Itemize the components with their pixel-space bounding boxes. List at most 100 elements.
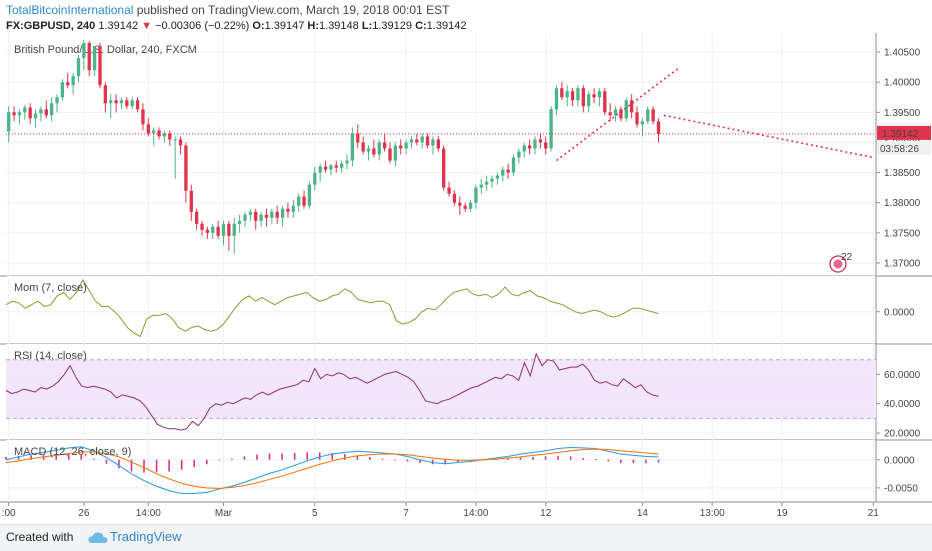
candle-body bbox=[436, 139, 440, 149]
candle-body bbox=[114, 100, 118, 104]
macd-signal-line bbox=[5, 448, 659, 489]
candle-body bbox=[549, 109, 553, 149]
pane-background bbox=[6, 440, 876, 502]
pane-background bbox=[6, 276, 876, 344]
price-tick-label: 1.40000 bbox=[884, 78, 921, 89]
candle-body bbox=[447, 187, 451, 194]
candle-body bbox=[474, 187, 478, 203]
candle-body bbox=[635, 112, 639, 125]
time-tick-label: 19 bbox=[776, 508, 788, 519]
candle-body bbox=[87, 43, 91, 71]
candle-body bbox=[66, 82, 70, 86]
last-price-tag bbox=[877, 125, 931, 140]
candle-body bbox=[23, 107, 27, 113]
candle-body bbox=[17, 112, 22, 116]
candle-body bbox=[55, 97, 59, 104]
high-label: H: bbox=[307, 20, 320, 32]
time-tick-label: 7 bbox=[403, 508, 409, 519]
macd-histogram-bar bbox=[544, 456, 547, 460]
publisher-link[interactable]: TotalBitcoinInternational bbox=[6, 3, 134, 17]
candle-body bbox=[576, 88, 580, 101]
candle-body bbox=[404, 142, 408, 149]
candle-body bbox=[71, 76, 75, 86]
macd-histogram-bar bbox=[406, 459, 409, 462]
macd-histogram-bar bbox=[193, 459, 196, 468]
macd-histogram-bar bbox=[180, 459, 183, 470]
candle-body bbox=[425, 136, 430, 146]
candle-body bbox=[452, 193, 457, 203]
macd-histogram-bar bbox=[17, 455, 20, 460]
events-badge-dot bbox=[833, 259, 843, 269]
candle-body bbox=[323, 166, 328, 170]
time-tick-label: 12 bbox=[540, 508, 552, 519]
candle-body bbox=[388, 148, 392, 161]
symbol-ohlc-bar: FX:GBPUSD, 240 1.39142 ▼ −0.00306 (−0.22… bbox=[6, 19, 466, 33]
candle-body bbox=[646, 109, 650, 122]
time-tick-label: 14:00 bbox=[136, 508, 161, 519]
candle-body bbox=[135, 100, 140, 110]
candle-body bbox=[592, 94, 596, 98]
countdown-tag bbox=[877, 140, 931, 155]
macd-histogram-bar bbox=[381, 458, 384, 460]
time-tick-label: 13:00 bbox=[700, 508, 725, 519]
events-badge-count: 22 bbox=[841, 252, 853, 263]
candle-body bbox=[640, 121, 645, 125]
down-triangle-icon: ▼ bbox=[141, 20, 153, 32]
macd-histogram-bar bbox=[30, 455, 32, 460]
candle-body bbox=[28, 107, 32, 119]
macd-histogram-bar bbox=[620, 459, 622, 464]
candle-body bbox=[656, 121, 661, 135]
indicator-tick-label: 40.0000 bbox=[884, 399, 921, 410]
macd-histogram-bar bbox=[507, 458, 509, 460]
candle-body bbox=[570, 91, 575, 101]
countdown-label: 03:58:26 bbox=[880, 144, 919, 155]
candle-body bbox=[291, 205, 295, 212]
candle-body bbox=[194, 211, 199, 224]
macd-histogram-bar bbox=[331, 453, 334, 460]
candle-body bbox=[297, 196, 301, 206]
candle-body bbox=[608, 112, 612, 116]
candle-body bbox=[44, 109, 48, 116]
macd-histogram-bar bbox=[218, 459, 221, 461]
candle-body bbox=[76, 58, 81, 77]
candle-body bbox=[361, 142, 365, 152]
macd-histogram-bar bbox=[231, 458, 233, 460]
publish-info: TotalBitcoinInternational published on T… bbox=[6, 3, 449, 18]
candle-body bbox=[560, 88, 564, 98]
published-text: published on TradingView.com, March 19, … bbox=[136, 3, 450, 17]
candle-body bbox=[366, 148, 371, 152]
candle-body bbox=[479, 184, 483, 188]
candle-body bbox=[393, 145, 398, 161]
trendline bbox=[663, 114, 874, 159]
indicator-tick-label: 0.0000 bbox=[884, 307, 915, 318]
candle-body bbox=[275, 211, 279, 218]
candle-body bbox=[60, 82, 65, 98]
candle-body bbox=[463, 205, 467, 209]
candle-body bbox=[377, 142, 381, 155]
candle-body bbox=[152, 130, 156, 134]
candle-body bbox=[248, 211, 253, 215]
candle-body bbox=[92, 46, 97, 71]
close-value: 1.39142 bbox=[426, 20, 467, 32]
macd-histogram-bar bbox=[118, 459, 120, 469]
trendline bbox=[555, 66, 681, 162]
candle-body bbox=[168, 133, 172, 140]
candle-body bbox=[200, 223, 204, 230]
macd-histogram-bar bbox=[419, 459, 421, 464]
candle-body bbox=[533, 139, 537, 149]
tradingview-link[interactable]: TradingView bbox=[110, 529, 182, 544]
tradingview-cloud-icon bbox=[88, 532, 108, 543]
price-change: −0.00306 (−0.22%) bbox=[155, 20, 250, 32]
candle-body bbox=[409, 139, 414, 143]
candle-body bbox=[372, 148, 376, 155]
candle-body bbox=[603, 91, 607, 113]
candle-body bbox=[624, 100, 628, 119]
candle-body bbox=[211, 226, 215, 233]
candle-body bbox=[162, 133, 167, 137]
macd-histogram-bar bbox=[293, 453, 296, 460]
chart-canvas[interactable]: 1.370001.375001.380001.385001.390001.395… bbox=[0, 33, 932, 521]
candle-body bbox=[329, 165, 333, 170]
candle-body bbox=[629, 100, 634, 113]
macd-histogram-bar bbox=[318, 452, 321, 460]
time-axis[interactable]: :00 26 14:00 Mar 5 7 14:00 12 14 13:00 19 21 bbox=[2, 502, 880, 519]
